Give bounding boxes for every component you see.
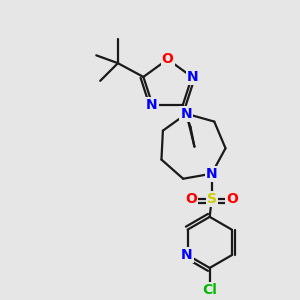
Text: N: N — [181, 248, 192, 262]
Text: N: N — [187, 70, 199, 84]
Text: N: N — [181, 107, 192, 121]
Text: N: N — [206, 167, 218, 181]
Text: O: O — [185, 192, 197, 206]
Text: S: S — [207, 192, 217, 206]
Text: N: N — [146, 98, 158, 112]
Text: Cl: Cl — [202, 284, 217, 298]
Text: O: O — [226, 192, 238, 206]
Text: O: O — [162, 52, 174, 66]
